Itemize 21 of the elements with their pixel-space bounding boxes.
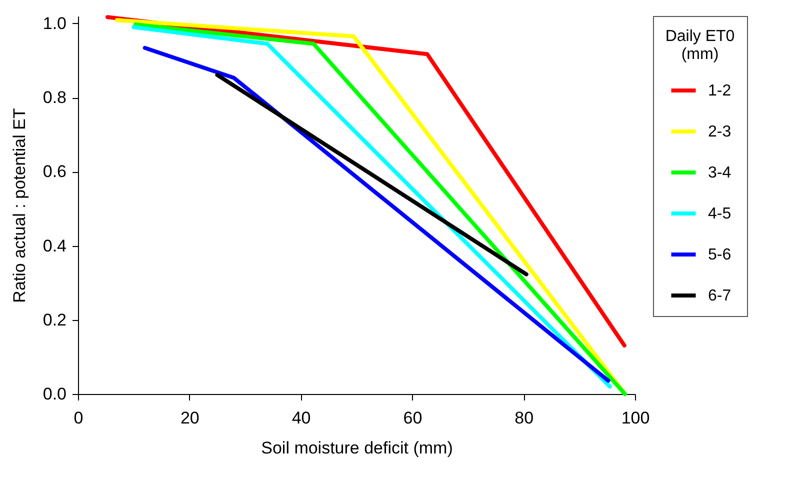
legend-label: 6-7 [708, 288, 732, 304]
x-tick-label: 0 [74, 408, 84, 428]
legend-label: 1-2 [708, 82, 732, 100]
legend-label: 2-3 [708, 124, 732, 140]
legend-label: 5-6 [708, 246, 732, 264]
legend-title: Daily ET0 (mm) [665, 28, 735, 63]
y-tick-label: 0.0 [42, 384, 66, 404]
x-tick-label: 20 [180, 408, 200, 428]
y-tick-label: 0.4 [42, 236, 66, 256]
x-tick-label: 100 [621, 408, 650, 428]
y-tick-label: 1.0 [42, 14, 66, 33]
legend-label: 3-4 [708, 164, 732, 182]
legend-label: 4-5 [708, 206, 732, 222]
y-tick-label: 0.2 [42, 310, 66, 330]
x-axis-title: Soil moisture deficit (mm) [261, 438, 453, 458]
x-tick-label: 60 [403, 408, 422, 428]
y-tick-label: 0.6 [42, 162, 66, 182]
x-tick-label: 40 [292, 408, 311, 428]
y-axis-title: Ratio actual : potential ET [10, 108, 29, 303]
y-tick-label: 0.8 [42, 88, 66, 108]
x-tick-label: 80 [514, 408, 534, 428]
